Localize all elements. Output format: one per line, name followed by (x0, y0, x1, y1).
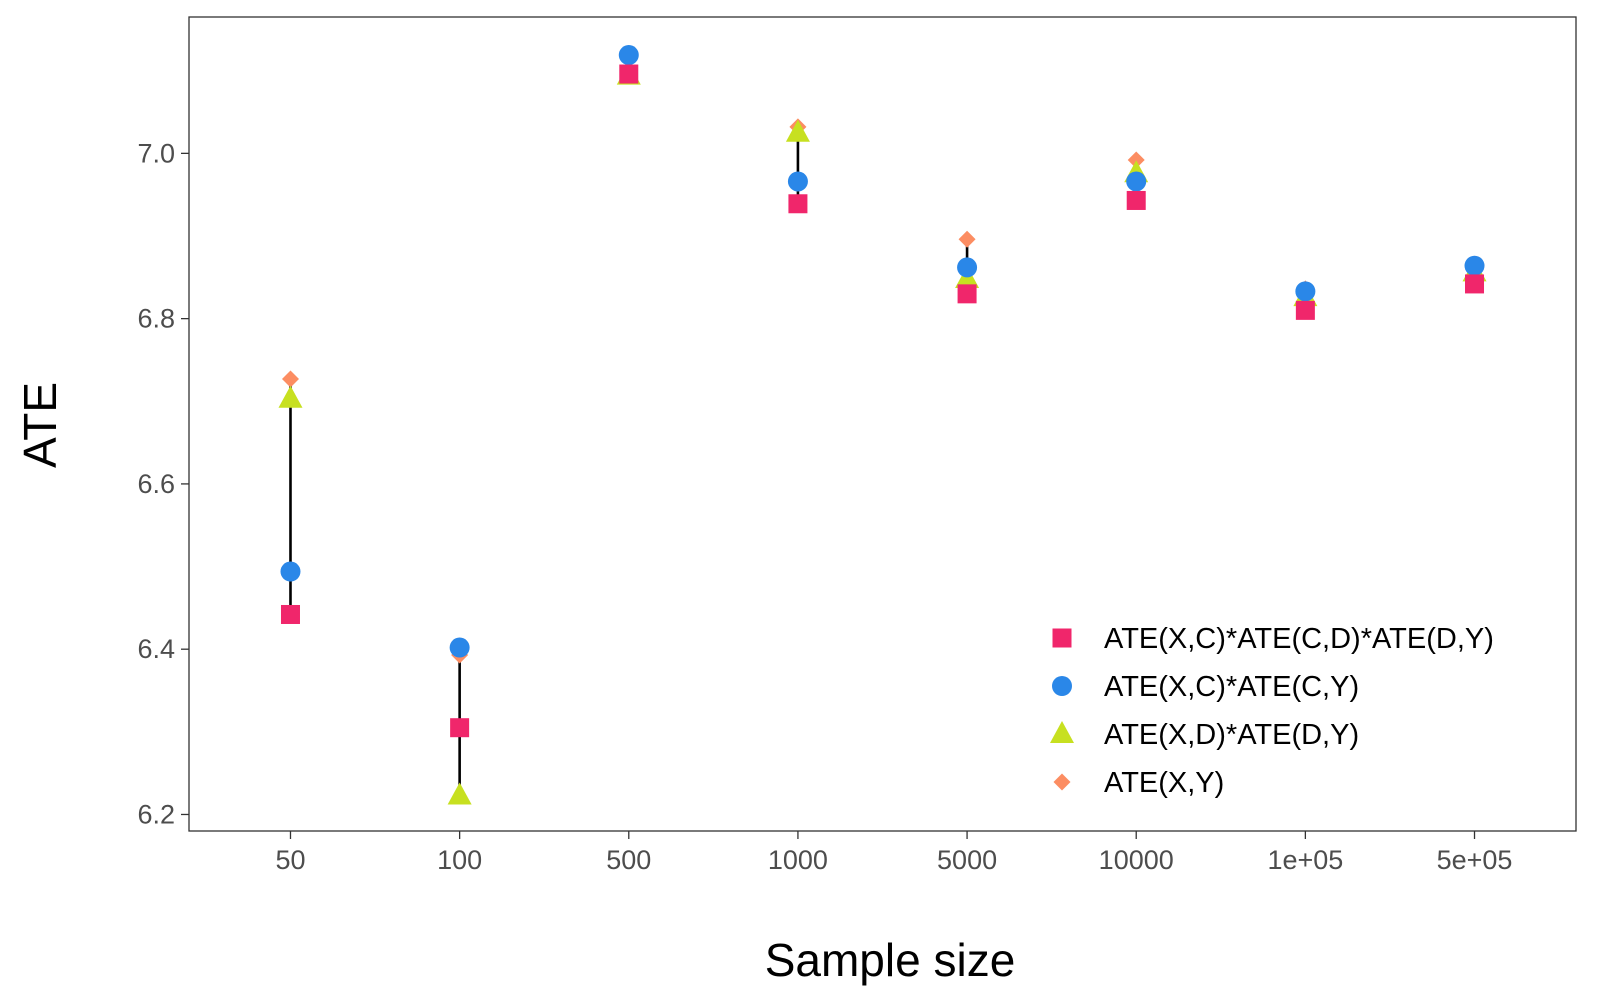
plot-panel-border (188, 16, 1577, 832)
x-tick-label: 5000 (937, 845, 997, 875)
legend: ATE(X,C)*ATE(C,D)*ATE(D,Y) ATE(X,C)*ATE(C… (1050, 623, 1494, 799)
legend-key-triangle (1050, 721, 1074, 743)
x-tick-label: 1e+05 (1267, 845, 1343, 875)
legend-item: ATE(X,C)*ATE(C,Y) (1052, 671, 1359, 703)
legend-label: ATE(X,C)*ATE(C,Y) (1104, 671, 1359, 703)
data-point-diamond (1127, 151, 1145, 169)
data-point-square (1126, 190, 1146, 210)
data-point-circle (618, 45, 639, 66)
data-point-square (788, 194, 808, 214)
data-point-square (619, 64, 639, 84)
data-points (278, 45, 1487, 805)
data-point-triangle (278, 385, 303, 408)
legend-item: ATE(X,C)*ATE(C,D)*ATE(D,Y) (1052, 623, 1494, 655)
y-axis-title: ATE (14, 382, 66, 468)
series-ate-x-c-ate-c-y (280, 45, 1485, 658)
legend-label: ATE(X,D)*ATE(D,Y) (1104, 719, 1359, 751)
data-point-circle (449, 637, 470, 658)
series-ate-x-y (281, 66, 1484, 664)
legend-item: ATE(X,D)*ATE(D,Y) (1050, 719, 1359, 751)
data-point-triangle (447, 782, 472, 805)
data-point-diamond (281, 370, 299, 388)
data-point-triangle (785, 119, 810, 142)
data-point-square (450, 718, 470, 738)
x-tick-label: 100 (437, 845, 482, 875)
y-tick-label: 6.4 (137, 634, 175, 664)
data-point-circle (1295, 281, 1316, 302)
data-point-square (1295, 300, 1315, 320)
y-tick-label: 7.0 (137, 138, 175, 168)
x-tick-label: 1000 (768, 845, 828, 875)
x-axis: 50 100 500 1000 5000 10000 1e+05 5e+05 (275, 831, 1512, 875)
data-point-circle (787, 171, 808, 192)
data-point-circle (957, 257, 978, 278)
legend-label: ATE(X,Y) (1104, 767, 1224, 799)
data-point-circle (280, 561, 301, 582)
data-point-square (957, 284, 977, 304)
data-point-square (1465, 274, 1485, 294)
x-axis-title: Sample size (765, 934, 1016, 986)
legend-key-circle (1052, 676, 1072, 696)
series-ate-x-c-ate-c-d-ate-d-y (280, 64, 1485, 738)
y-tick-label: 6.8 (137, 304, 175, 334)
data-point-diamond (958, 230, 976, 248)
x-tick-label: 500 (606, 845, 651, 875)
x-tick-label: 5e+05 (1437, 845, 1513, 875)
x-tick-label: 50 (275, 845, 305, 875)
legend-key-square (1052, 628, 1072, 648)
x-tick-label: 10000 (1099, 845, 1174, 875)
data-point-circle (1126, 171, 1147, 192)
data-point-circle (1464, 255, 1485, 276)
y-tick-label: 6.6 (137, 469, 175, 499)
legend-item: ATE(X,Y) (1053, 767, 1224, 799)
legend-key-diamond (1053, 773, 1071, 791)
y-axis: 6.2 6.4 6.6 6.8 7.0 (137, 138, 189, 829)
data-point-square (280, 604, 300, 624)
legend-label: ATE(X,C)*ATE(C,D)*ATE(D,Y) (1104, 623, 1494, 655)
y-tick-label: 6.2 (137, 799, 175, 829)
